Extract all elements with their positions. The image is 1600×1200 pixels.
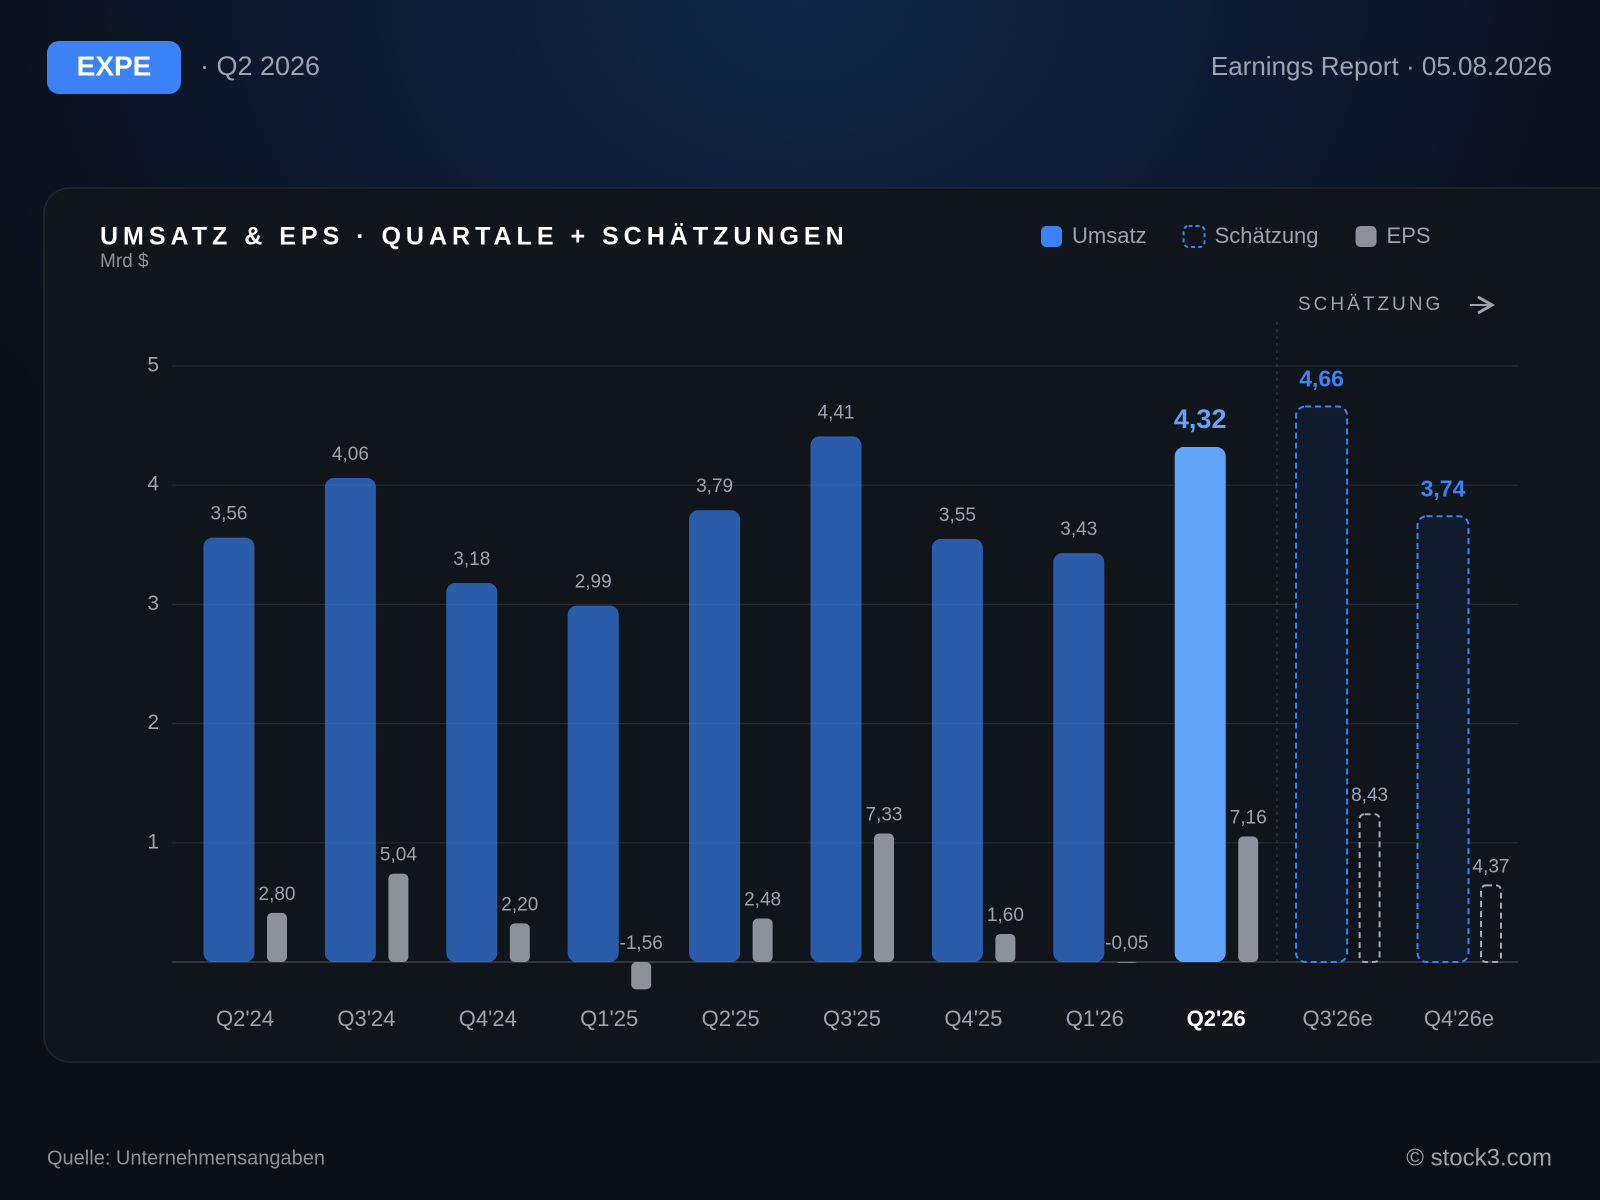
eps-bar <box>995 933 1016 962</box>
legend-swatch <box>1182 225 1206 248</box>
value-label: 4,06 <box>332 444 369 465</box>
value-label: 5,04 <box>380 845 417 866</box>
eps-bar <box>874 833 894 962</box>
x-tick-label: Q4'24 <box>459 1006 517 1031</box>
revenue-bar <box>689 510 741 962</box>
period: · Q2 2026 <box>200 51 320 81</box>
x-tick-label: Q3'25 <box>823 1006 881 1031</box>
value-label: 3,74 <box>1421 475 1466 501</box>
revenue-bar <box>1174 447 1226 962</box>
eps-bar <box>509 923 530 962</box>
x-tick-label: Q1'25 <box>580 1006 638 1031</box>
eps-bar <box>752 918 773 962</box>
x-tick-label: Q4'26e <box>1424 1006 1494 1031</box>
value-label: 2,48 <box>744 890 781 911</box>
eps-bar <box>267 912 287 962</box>
eps-bar <box>1358 813 1381 963</box>
source: Quelle: Unternehmensangaben <box>47 1147 325 1169</box>
x-tick-label: Q2'25 <box>702 1006 760 1031</box>
x-tick-label: Q4'25 <box>944 1006 1002 1031</box>
value-label: -0,05 <box>1105 933 1148 954</box>
eps-bar <box>631 962 652 990</box>
eps-bar <box>388 873 409 962</box>
value-label: 4,66 <box>1299 366 1344 392</box>
chart-title: UMSATZ & EPS · QUARTALE + SCHÄTZUNGEN <box>100 223 849 251</box>
value-label: -1,56 <box>620 933 663 954</box>
y-tick-label: 5 <box>147 354 159 377</box>
legend-label: Umsatz <box>1072 223 1147 248</box>
eps-bar <box>1116 962 1137 963</box>
ticker: EXPE <box>77 50 152 81</box>
revenue-bar <box>567 605 619 962</box>
revenue-bar <box>324 478 376 962</box>
y-tick-label: 3 <box>147 592 159 615</box>
estimate-annotation: SCHÄTZUNG <box>1298 294 1443 315</box>
eps-bar <box>1480 884 1502 964</box>
y-tick-label: 2 <box>147 711 159 734</box>
legend-label: EPS <box>1387 223 1431 248</box>
value-label: 3,43 <box>1060 519 1097 540</box>
legend-label: Schätzung <box>1215 223 1319 248</box>
value-label: 2,99 <box>575 572 612 593</box>
y-tick-label: 4 <box>147 473 159 496</box>
value-label: 4,41 <box>818 402 855 423</box>
value-label: 7,16 <box>1230 808 1267 829</box>
legend-swatch <box>1355 226 1377 247</box>
estimate-bar <box>1416 515 1470 964</box>
revenue-bar <box>931 538 983 962</box>
value-label: 3,18 <box>453 549 490 570</box>
revenue-bar <box>810 436 862 962</box>
x-tick-label: Q2'24 <box>216 1006 274 1031</box>
revenue-bar <box>446 582 498 962</box>
value-label: 3,56 <box>211 504 248 525</box>
credit: © stock3.com <box>1406 1144 1552 1171</box>
ticker-badge <box>47 41 181 94</box>
chart-subtitle: Mrd $ <box>100 251 149 272</box>
legend-swatch <box>1041 226 1062 247</box>
eps-bar <box>1238 836 1259 962</box>
x-tick-label: Q3'24 <box>337 1006 395 1031</box>
estimate-bar <box>1295 405 1349 963</box>
value-label: 3,55 <box>939 505 976 526</box>
report-date: Earnings Report · 05.08.2026 <box>1211 51 1552 81</box>
x-tick-label: Q3'26e <box>1302 1006 1372 1031</box>
value-label: 7,33 <box>866 805 903 826</box>
x-tick-label: Q1'26 <box>1066 1006 1124 1031</box>
value-label: 2,20 <box>501 894 538 915</box>
value-label: 3,79 <box>696 476 733 497</box>
y-tick-label: 1 <box>147 830 159 853</box>
value-label: 4,37 <box>1473 856 1510 877</box>
revenue-bar <box>1053 553 1105 962</box>
value-label: 2,80 <box>259 884 296 905</box>
value-label: 1,60 <box>987 905 1024 926</box>
value-label: 4,32 <box>1174 404 1227 434</box>
revenue-bar <box>203 537 255 962</box>
value-label: 8,43 <box>1351 785 1388 806</box>
x-tick-label: Q2'26 <box>1187 1006 1246 1031</box>
